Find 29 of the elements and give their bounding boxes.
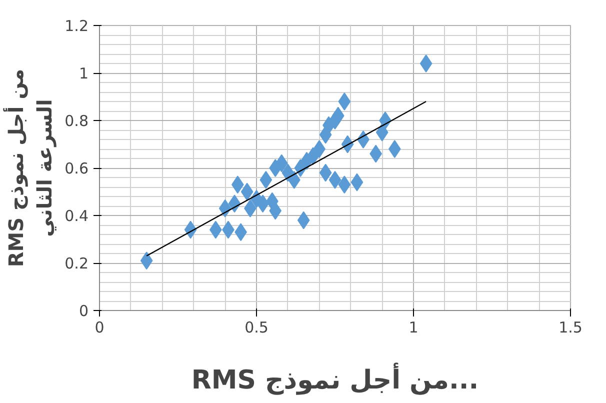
x-tick-label: 0.5 (244, 318, 268, 336)
y-tick-label: 0.6 (64, 160, 89, 178)
y-tick-label: 1 (78, 64, 89, 82)
y-tick-label: 0.2 (64, 254, 89, 272)
point (275, 154, 288, 172)
x-tick-label: 1.5 (558, 318, 582, 336)
point (231, 176, 244, 194)
point (319, 164, 332, 182)
x-axis-title: RMS من أجل نموذج... (191, 362, 479, 396)
point (338, 92, 351, 110)
point (240, 182, 254, 201)
point (140, 252, 153, 270)
point (328, 170, 342, 189)
x-tick-label: 1 (408, 318, 418, 336)
point (376, 123, 388, 142)
y-tick-label: 0.8 (64, 112, 89, 130)
point (260, 170, 272, 189)
point (332, 106, 344, 125)
point (350, 173, 364, 192)
y-axis-title: RMS من أجل نموذج السرعة الثاني (2, 68, 57, 268)
x-tick-label: 0 (94, 318, 104, 336)
point (420, 54, 432, 72)
y-tick-label: 0 (78, 302, 89, 320)
point (297, 211, 310, 230)
y-tick-label: 0.4 (64, 207, 89, 225)
point (388, 140, 401, 158)
y-tick-label: 1.2 (64, 17, 89, 35)
point (338, 176, 351, 194)
point (269, 202, 282, 220)
